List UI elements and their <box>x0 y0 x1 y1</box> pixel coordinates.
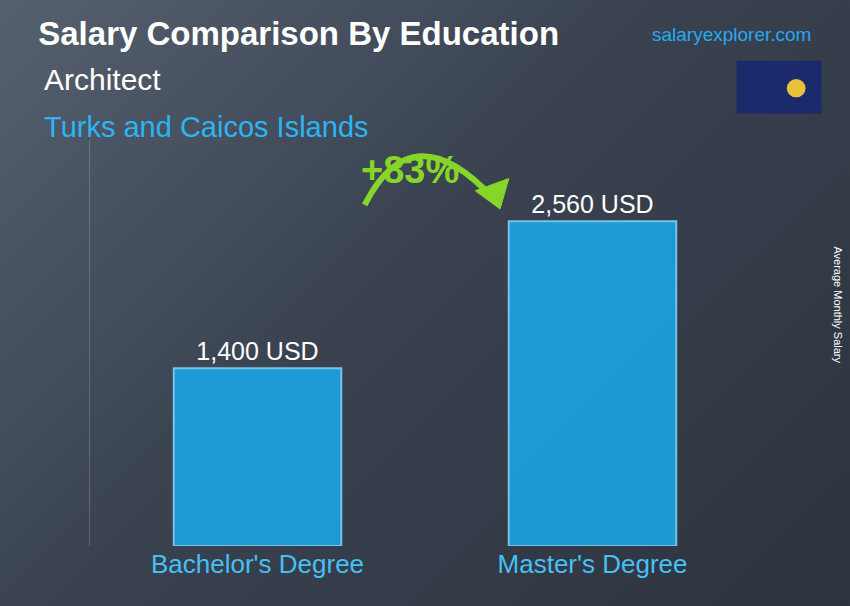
svg-text:Bachelor's Degree: Bachelor's Degree <box>151 549 364 579</box>
svg-text:Salary Comparison By Education: Salary Comparison By Education <box>38 15 559 52</box>
svg-text:Turks and Caicos Islands: Turks and Caicos Islands <box>44 111 369 143</box>
svg-text:Architect: Architect <box>44 63 161 96</box>
svg-text:Master's Degree: Master's Degree <box>498 549 688 579</box>
svg-text:1,400 USD: 1,400 USD <box>196 337 318 365</box>
svg-text:2,560 USD: 2,560 USD <box>531 190 653 218</box>
svg-text:+83%: +83% <box>361 149 459 191</box>
svg-text:Average Monthly Salary: Average Monthly Salary <box>832 246 844 363</box>
svg-text:salaryexplorer.com: salaryexplorer.com <box>652 24 811 45</box>
